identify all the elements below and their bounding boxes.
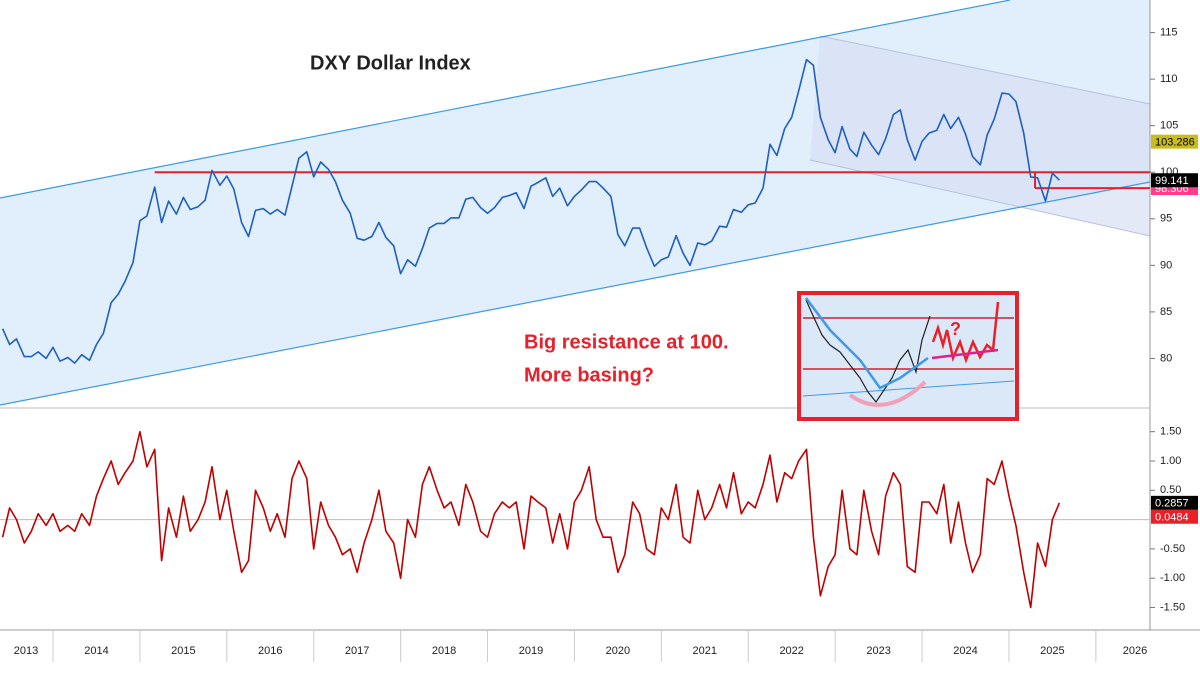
inset: ? [797, 291, 1019, 421]
last-value-box [1151, 134, 1198, 149]
inset-price [805, 299, 931, 404]
y-tick-label: 95 [1160, 213, 1172, 225]
x-tick-label: 2020 [606, 645, 630, 657]
y-tick-label: 110 [1160, 73, 1178, 85]
inset-average [805, 297, 929, 390]
inset-frame [797, 291, 1019, 421]
last-value-label: 99.141 [1155, 175, 1189, 187]
price-line [1, 58, 1060, 364]
y-tick-label: 1.00 [1160, 455, 1181, 467]
x-tick-label: 2022 [779, 645, 803, 657]
inset-support [931, 348, 999, 360]
x-tick-label: 2024 [953, 645, 977, 657]
x-tick-label: 2016 [258, 645, 282, 657]
wedge-line [819, 35, 1151, 105]
channel [0, 0, 1151, 406]
x-tick-label: 2021 [693, 645, 717, 657]
inset-question: ? [950, 319, 961, 339]
last-value-label: 0.2857 [1155, 498, 1189, 510]
x-tick-label: 2015 [171, 645, 195, 657]
x-tick-label: 2019 [519, 645, 543, 657]
x-tick-label: 2018 [432, 645, 456, 657]
chart-title: DXY Dollar Index [310, 52, 471, 74]
y-tick-label: -1.50 [1160, 601, 1185, 613]
oscillator-line [1, 430, 1061, 609]
x-tick-label: 2023 [866, 645, 890, 657]
annotation: Big resistance at 100. [524, 331, 729, 353]
x-tick-label: 2025 [1040, 645, 1064, 657]
wedge-fill [810, 36, 1150, 236]
channel-line [0, 181, 1151, 406]
x-tick-label: 2014 [84, 645, 108, 657]
last-value-label: 0.0484 [1155, 512, 1189, 524]
inset-base [848, 380, 927, 407]
annotation: More basing? [524, 364, 654, 386]
y-tick-label: -1.00 [1160, 572, 1185, 584]
y-tick-label: 90 [1160, 259, 1172, 271]
x-tick-label: 2026 [1123, 645, 1147, 657]
x-tick-label: 2017 [345, 645, 369, 657]
x-tick-label: 2013 [14, 645, 38, 657]
inset-projection [931, 301, 1000, 364]
y-tick-label: 1.50 [1160, 426, 1181, 438]
y-tick-label: 0.50 [1160, 484, 1181, 496]
last-value-box [1151, 509, 1198, 524]
last-value-box [1151, 173, 1198, 188]
y-tick-label: 85 [1160, 306, 1172, 318]
inset-channel [802, 380, 1015, 397]
last-value-label: 103.286 [1155, 137, 1195, 149]
y-tick-label: 105 [1160, 120, 1178, 132]
last-value-box [1151, 495, 1198, 510]
y-tick-label: 80 [1160, 352, 1172, 364]
y-tick-label: -0.50 [1160, 543, 1185, 555]
channel-line [0, 0, 1011, 199]
y-tick-label: 115 [1160, 26, 1178, 38]
